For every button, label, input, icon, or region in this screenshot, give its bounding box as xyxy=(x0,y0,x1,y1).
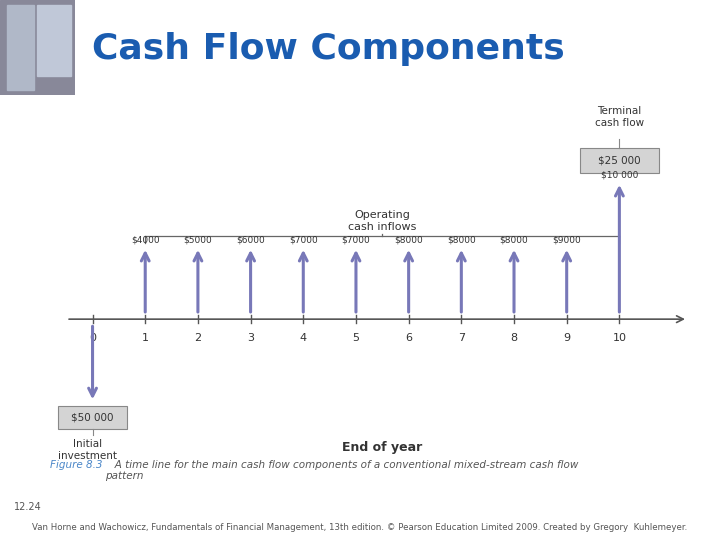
Text: 12.24: 12.24 xyxy=(14,502,42,512)
Text: End of year: End of year xyxy=(342,441,423,454)
Text: 3: 3 xyxy=(247,333,254,343)
FancyBboxPatch shape xyxy=(580,148,659,173)
Text: Terminal
cash flow: Terminal cash flow xyxy=(595,106,644,128)
Text: 0: 0 xyxy=(89,333,96,343)
Text: $7000: $7000 xyxy=(289,235,318,244)
Text: 8: 8 xyxy=(510,333,518,343)
Text: A time line for the main cash flow components of a conventional mixed-stream cas: A time line for the main cash flow compo… xyxy=(106,460,579,481)
Text: $10 000: $10 000 xyxy=(600,170,638,179)
Text: $8000: $8000 xyxy=(447,235,476,244)
Text: 1: 1 xyxy=(142,333,149,343)
Text: 2: 2 xyxy=(194,333,202,343)
Text: $50 000: $50 000 xyxy=(71,413,114,422)
Text: 5: 5 xyxy=(353,333,359,343)
Text: $8000: $8000 xyxy=(500,235,528,244)
Text: $4000: $4000 xyxy=(131,235,160,244)
Text: $6000: $6000 xyxy=(236,235,265,244)
Text: 6: 6 xyxy=(405,333,412,343)
FancyBboxPatch shape xyxy=(58,406,127,429)
Bar xyxy=(37,5,71,76)
Text: $5000: $5000 xyxy=(184,235,212,244)
Text: Initial
investment: Initial investment xyxy=(58,439,117,461)
Text: Operating
cash inflows: Operating cash inflows xyxy=(348,210,416,232)
Text: $25 000: $25 000 xyxy=(598,156,641,166)
Text: 4: 4 xyxy=(300,333,307,343)
Bar xyxy=(7,5,34,90)
Text: 9: 9 xyxy=(563,333,570,343)
Text: Figure 8.3: Figure 8.3 xyxy=(50,460,103,470)
Text: $8000: $8000 xyxy=(395,235,423,244)
Text: Cash Flow Components: Cash Flow Components xyxy=(92,32,564,66)
Text: 7: 7 xyxy=(458,333,465,343)
Text: Van Horne and Wachowicz, Fundamentals of Financial Management, 13th edition. © P: Van Horne and Wachowicz, Fundamentals of… xyxy=(32,523,688,532)
Text: $7000: $7000 xyxy=(341,235,370,244)
Text: 10: 10 xyxy=(613,333,626,343)
Text: $9000: $9000 xyxy=(552,235,581,244)
